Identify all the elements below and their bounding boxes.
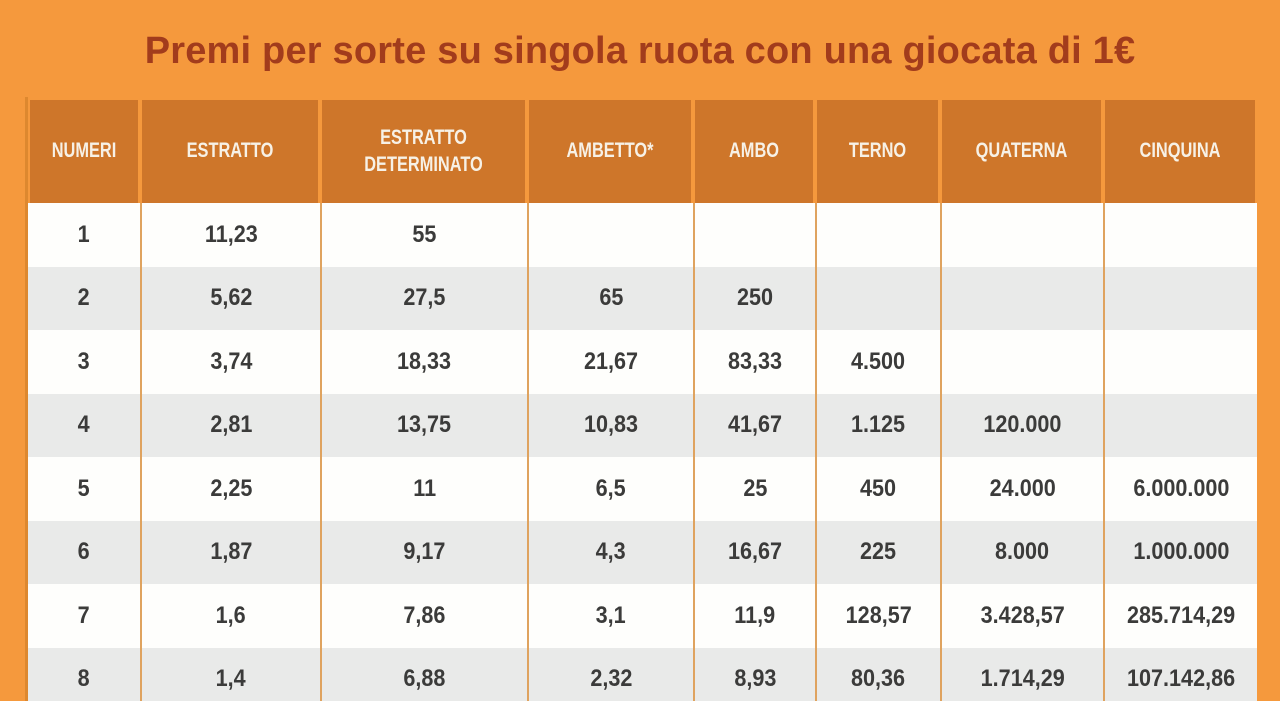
table-cell: 55 bbox=[320, 203, 527, 267]
table-cell: 1.714,29 bbox=[940, 647, 1103, 701]
table-cell: 11 bbox=[320, 457, 527, 521]
table-cell: 11,9 bbox=[693, 584, 815, 648]
table-cell: 5 bbox=[28, 457, 140, 521]
table-cell: 6,88 bbox=[320, 647, 527, 701]
header-cell: NUMERI bbox=[30, 100, 138, 203]
header-cell: ESTRATTO DETERMINATO bbox=[322, 100, 525, 203]
table-cell bbox=[940, 203, 1103, 267]
table-cell: 1.125 bbox=[815, 393, 940, 457]
table-row: 6 1,87 9,17 4,3 16,67 225 8.000 1.000.000 bbox=[28, 520, 1257, 584]
page-title: Premi per sorte su singola ruota con una… bbox=[144, 30, 1136, 72]
table-cell: 285.714,29 bbox=[1103, 584, 1257, 648]
table-cell: 65 bbox=[527, 266, 693, 330]
table-cell: 3 bbox=[28, 330, 140, 394]
table-cell: 1.000.000 bbox=[1103, 520, 1257, 584]
header-cell: QUATERNA bbox=[942, 100, 1101, 203]
header-row: NUMERI ESTRATTO ESTRATTO DETERMINATO AMBETT… bbox=[28, 97, 1257, 203]
table-cell bbox=[940, 330, 1103, 394]
header-cell: AMBETTO* bbox=[529, 100, 691, 203]
table-cell: 8 bbox=[28, 647, 140, 701]
table-cell: 13,75 bbox=[320, 393, 527, 457]
header-cell: ESTRATTO bbox=[142, 100, 318, 203]
table-row: 4 2,81 13,75 10,83 41,67 1.125 120.000 bbox=[28, 393, 1257, 457]
table-cell: 21,67 bbox=[527, 330, 693, 394]
table-row: 8 1,4 6,88 2,32 8,93 80,36 1.714,29 107.142,86 bbox=[28, 647, 1257, 701]
table-row: 2 5,62 27,5 65 250 bbox=[28, 266, 1257, 330]
table-cell bbox=[1103, 393, 1257, 457]
table-cell: 225 bbox=[815, 520, 940, 584]
table-cell: 1 bbox=[28, 203, 140, 267]
header-cell: TERNO bbox=[817, 100, 938, 203]
table-cell: 83,33 bbox=[693, 330, 815, 394]
prize-table: NUMERI ESTRATTO ESTRATTO DETERMINATO AMBETT… bbox=[25, 97, 1257, 701]
table-cell: 1,4 bbox=[140, 647, 320, 701]
table-cell: 27,5 bbox=[320, 266, 527, 330]
table-cell bbox=[1103, 203, 1257, 267]
table-cell: 16,67 bbox=[693, 520, 815, 584]
table-cell: 5,62 bbox=[140, 266, 320, 330]
table-cell: 7,86 bbox=[320, 584, 527, 648]
table-cell: 3,1 bbox=[527, 584, 693, 648]
table-cell: 6.000.000 bbox=[1103, 457, 1257, 521]
table-cell bbox=[940, 266, 1103, 330]
table-cell: 9,17 bbox=[320, 520, 527, 584]
table-cell: 3.428,57 bbox=[940, 584, 1103, 648]
table-cell: 450 bbox=[815, 457, 940, 521]
table-cell: 7 bbox=[28, 584, 140, 648]
table-cell: 2 bbox=[28, 266, 140, 330]
table-cell: 3,74 bbox=[140, 330, 320, 394]
table-cell bbox=[693, 203, 815, 267]
table-cell: 4 bbox=[28, 393, 140, 457]
table-cell bbox=[1103, 266, 1257, 330]
table-cell bbox=[527, 203, 693, 267]
table-cell: 2,25 bbox=[140, 457, 320, 521]
table-cell: 128,57 bbox=[815, 584, 940, 648]
table-row: 1 11,23 55 bbox=[28, 203, 1257, 267]
header-cell: AMBO bbox=[695, 100, 813, 203]
table-row: 3 3,74 18,33 21,67 83,33 4.500 bbox=[28, 330, 1257, 394]
table-row: 5 2,25 11 6,5 25 450 24.000 6.000.000 bbox=[28, 457, 1257, 521]
table-cell: 18,33 bbox=[320, 330, 527, 394]
table-cell: 24.000 bbox=[940, 457, 1103, 521]
table-cell: 10,83 bbox=[527, 393, 693, 457]
table-row: 7 1,6 7,86 3,1 11,9 128,57 3.428,57 285.714,29 bbox=[28, 584, 1257, 648]
table-cell: 6,5 bbox=[527, 457, 693, 521]
table-cell: 107.142,86 bbox=[1103, 647, 1257, 701]
table-cell: 120.000 bbox=[940, 393, 1103, 457]
table-cell bbox=[815, 266, 940, 330]
table-cell: 11,23 bbox=[140, 203, 320, 267]
table-cell: 1,87 bbox=[140, 520, 320, 584]
table-cell: 4.500 bbox=[815, 330, 940, 394]
header-cell: CINQUINA bbox=[1105, 100, 1255, 203]
table-cell bbox=[815, 203, 940, 267]
table-cell: 6 bbox=[28, 520, 140, 584]
table-cell: 1,6 bbox=[140, 584, 320, 648]
table-cell: 250 bbox=[693, 266, 815, 330]
table-cell: 8,93 bbox=[693, 647, 815, 701]
table-body: 1 11,23 55 2 5,62 27,5 65 250 3 3,74 18,33 21,67 83,… bbox=[28, 203, 1257, 701]
table-cell: 41,67 bbox=[693, 393, 815, 457]
table-cell: 80,36 bbox=[815, 647, 940, 701]
table-cell bbox=[1103, 330, 1257, 394]
table-cell: 4,3 bbox=[527, 520, 693, 584]
table-cell: 2,81 bbox=[140, 393, 320, 457]
table-cell: 8.000 bbox=[940, 520, 1103, 584]
table-cell: 2,32 bbox=[527, 647, 693, 701]
table-cell: 25 bbox=[693, 457, 815, 521]
